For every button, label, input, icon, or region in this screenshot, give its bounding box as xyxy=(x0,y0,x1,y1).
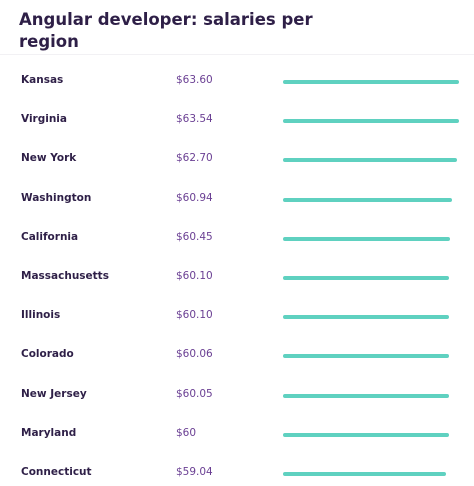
salary-value: $59.04 xyxy=(176,466,213,478)
salary-value: $60 xyxy=(176,426,197,439)
salary-row: New Jersey $60.05 xyxy=(0,386,474,406)
salary-bar-track xyxy=(283,354,459,359)
salary-bar xyxy=(283,432,450,437)
salary-bar xyxy=(283,119,459,124)
region-label: New Jersey xyxy=(21,387,87,400)
salary-value: $60.45 xyxy=(176,230,213,243)
salary-bar-track xyxy=(283,276,459,280)
salary-bar-track xyxy=(283,315,459,320)
region-label: New York xyxy=(21,152,77,165)
salary-bar xyxy=(283,276,450,280)
region-label: Illinois xyxy=(21,309,61,322)
salary-row: New York $62.70 xyxy=(0,150,474,170)
region-label: Massachusetts xyxy=(21,270,109,282)
region-label: Kansas xyxy=(21,74,64,86)
salary-bar xyxy=(283,393,450,398)
salary-row: Massachusetts $60.10 xyxy=(0,268,474,288)
salary-bar-track xyxy=(283,119,459,124)
salary-value: $60.10 xyxy=(176,309,213,322)
salary-value: $60.05 xyxy=(176,387,213,400)
salary-value: $62.70 xyxy=(176,152,213,165)
salary-bar xyxy=(283,354,450,359)
region-label: Virginia xyxy=(21,113,67,126)
salary-value: $60.10 xyxy=(176,270,213,282)
salary-bar-track xyxy=(283,197,459,202)
region-label: Washington xyxy=(21,191,92,204)
salary-row: Colorado $60.06 xyxy=(0,346,474,366)
title-divider xyxy=(0,54,474,55)
chart-title: Angular developer: salaries per region xyxy=(19,10,313,51)
salary-value: $60.94 xyxy=(176,191,213,204)
salary-row: Kansas $63.60 xyxy=(0,72,474,92)
salary-value: $63.60 xyxy=(176,74,213,86)
salary-row: Washington $60.94 xyxy=(0,190,474,210)
salary-row: California $60.45 xyxy=(0,229,474,249)
salary-bar-track xyxy=(283,432,459,437)
salary-row: Connecticut $59.04 xyxy=(0,464,474,484)
salary-bar-track xyxy=(283,393,459,398)
salary-bar-track xyxy=(283,236,459,241)
salary-bar xyxy=(283,158,457,163)
salary-bar xyxy=(283,80,459,84)
salary-value: $60.06 xyxy=(176,348,213,361)
salary-value: $63.54 xyxy=(176,113,213,126)
salary-bar-track xyxy=(283,80,459,84)
salary-row: Maryland $60 xyxy=(0,425,474,445)
salary-row: Illinois $60.10 xyxy=(0,307,474,327)
region-label: California xyxy=(21,230,79,243)
salary-row: Virginia $63.54 xyxy=(0,111,474,131)
salary-bar xyxy=(283,315,450,320)
salary-bar xyxy=(283,197,452,202)
salary-bar-track xyxy=(283,472,459,476)
salary-bar xyxy=(283,236,451,241)
salary-bar-track xyxy=(283,158,459,163)
region-label: Colorado xyxy=(21,348,74,361)
salary-bar xyxy=(283,472,447,476)
region-label: Maryland xyxy=(21,426,77,439)
region-label: Connecticut xyxy=(21,466,92,478)
